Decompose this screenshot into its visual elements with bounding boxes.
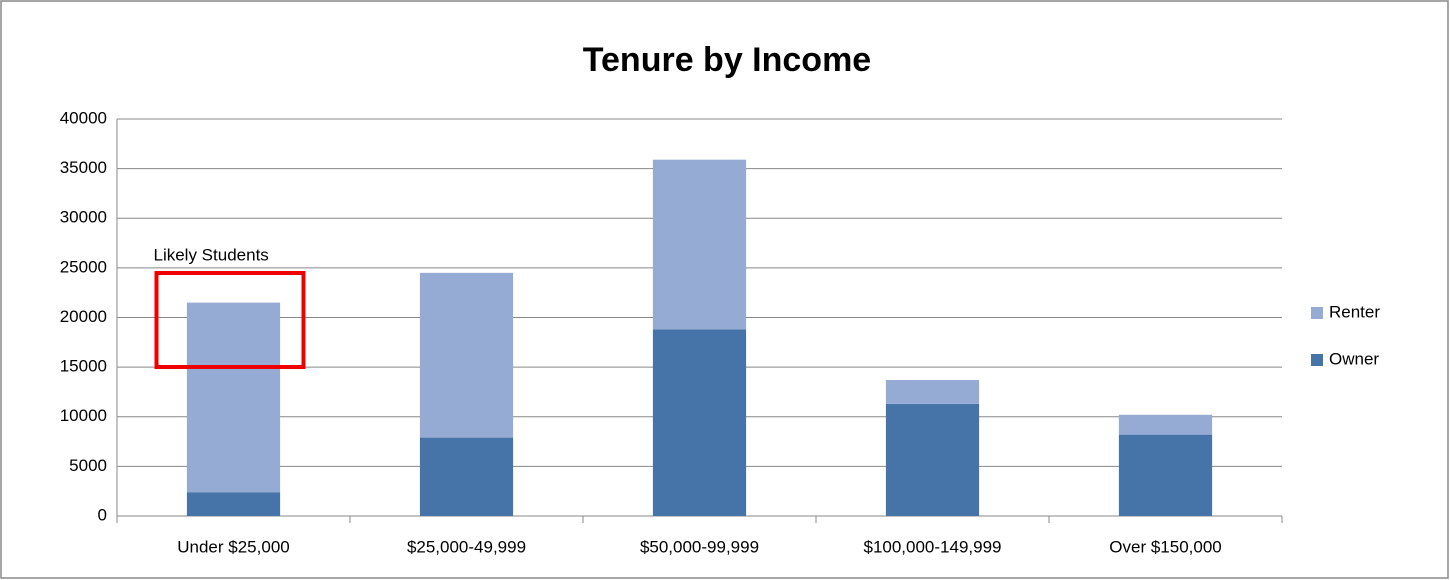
legend-swatch <box>1311 307 1323 319</box>
bar-segment <box>1118 414 1213 435</box>
y-tick-label: 30000 <box>60 208 107 227</box>
bar-segment <box>652 329 747 516</box>
bar-segment <box>419 437 514 516</box>
y-tick-label: 0 <box>98 505 107 524</box>
bar-segment <box>652 159 747 330</box>
legend-swatch <box>1311 354 1323 366</box>
legend-label: Renter <box>1329 302 1380 321</box>
chart-title: Tenure by Income <box>583 41 871 79</box>
bar-segment <box>419 272 514 438</box>
x-tick-label: $100,000-149,999 <box>863 537 1001 556</box>
y-tick-label: 5000 <box>69 456 107 475</box>
annotation-text: Likely Students <box>154 245 269 264</box>
x-tick-label: $25,000-49,999 <box>407 537 526 556</box>
bar-segment <box>885 380 980 404</box>
bar-segment <box>186 302 281 493</box>
bar-segment <box>885 403 980 516</box>
y-tick-label: 20000 <box>60 307 107 326</box>
y-tick-label: 35000 <box>60 158 107 177</box>
bar-segment <box>186 492 281 516</box>
x-tick-label: Over $150,000 <box>1109 537 1221 556</box>
annotation-box <box>154 271 306 369</box>
bar-segment <box>1118 434 1213 516</box>
x-tick-label: Under $25,000 <box>177 537 289 556</box>
y-tick-label: 10000 <box>60 406 107 425</box>
y-tick-label: 40000 <box>60 108 107 127</box>
x-tick-label: $50,000-99,999 <box>640 537 759 556</box>
y-tick-label: 25000 <box>60 257 107 276</box>
legend-label: Owner <box>1329 349 1379 368</box>
y-tick-label: 15000 <box>60 357 107 376</box>
